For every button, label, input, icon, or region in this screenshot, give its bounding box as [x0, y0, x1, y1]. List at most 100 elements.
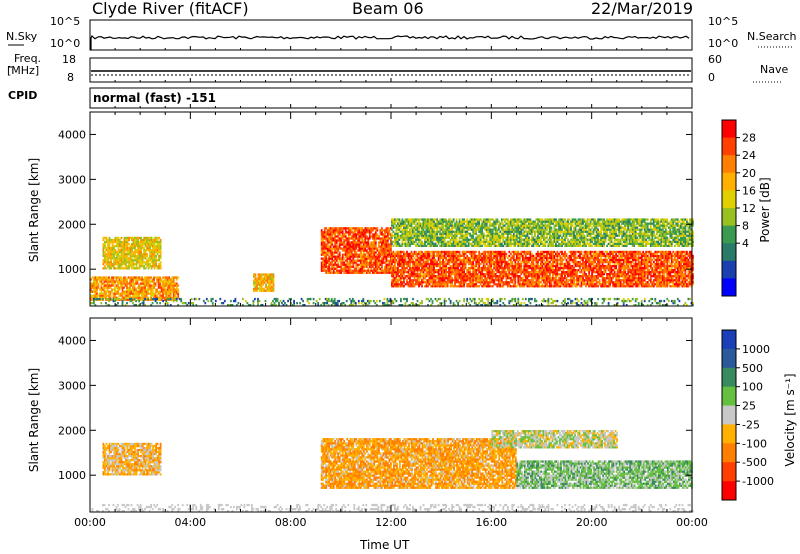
power-cell	[437, 271, 440, 274]
power-cell	[488, 279, 491, 282]
power-cell	[379, 239, 382, 242]
power-cell	[382, 239, 385, 242]
power-cell	[457, 285, 459, 288]
power-cell	[153, 280, 155, 283]
power-cell	[146, 246, 148, 250]
power-cell	[147, 288, 149, 291]
power-cell	[145, 292, 148, 295]
power-cell	[481, 271, 484, 274]
power-cell	[370, 247, 373, 250]
power-cell	[573, 266, 575, 270]
power-cell	[479, 252, 482, 256]
power-cell	[253, 289, 255, 292]
power-cell	[615, 264, 617, 268]
power-cell	[627, 264, 630, 268]
power-cell	[394, 281, 396, 284]
power-cell	[365, 237, 368, 240]
power-cell	[524, 283, 527, 286]
power-cell	[328, 239, 331, 242]
power-cell	[331, 251, 334, 254]
power-cell	[103, 280, 106, 283]
power-cell	[555, 277, 557, 280]
power-cell	[538, 283, 541, 286]
power-cell	[334, 229, 337, 232]
power-cell	[421, 252, 423, 256]
power-cell	[586, 281, 589, 284]
power-cell	[445, 281, 447, 284]
power-cell	[332, 229, 335, 232]
power-cell	[413, 283, 416, 286]
power-cell	[355, 235, 358, 238]
power-cell	[524, 250, 527, 254]
power-cell	[122, 251, 124, 254]
power-cell	[331, 261, 334, 264]
power-cell	[428, 279, 431, 282]
power-cell	[141, 288, 143, 291]
power-cell	[337, 229, 340, 232]
power-cell	[413, 273, 416, 276]
power-cell	[100, 296, 103, 299]
power-cell	[323, 229, 326, 232]
power-cell	[490, 254, 493, 258]
power-cell	[143, 261, 145, 264]
power-cell	[460, 275, 462, 278]
power-cell	[475, 254, 478, 258]
power-cell	[123, 276, 125, 279]
power-cell	[358, 231, 361, 234]
power-cell	[443, 275, 446, 278]
power-cell	[132, 288, 134, 291]
power-cell	[108, 261, 111, 264]
power-cell	[381, 265, 383, 268]
power-cell	[384, 249, 386, 252]
power-cell	[403, 285, 405, 288]
power-cell	[418, 285, 420, 288]
power-cell	[464, 279, 467, 282]
power-cell	[436, 275, 438, 278]
power-cell	[341, 235, 344, 238]
power-cell	[561, 250, 563, 254]
power-cell	[111, 257, 114, 260]
power-cell	[373, 227, 376, 230]
power-cell	[128, 257, 130, 260]
power-cell	[94, 288, 97, 291]
power-cell	[150, 242, 153, 246]
power-cell	[141, 286, 143, 289]
power-cell	[373, 235, 376, 238]
power-cell	[646, 250, 649, 254]
power-cell	[337, 261, 340, 264]
power-cell	[412, 271, 414, 274]
power-cell	[115, 290, 118, 293]
power-cell	[445, 262, 447, 266]
power-cell	[117, 261, 120, 264]
power-cell	[332, 245, 335, 248]
power-cell	[387, 231, 389, 234]
power-cell	[524, 281, 527, 284]
power-cell	[346, 239, 349, 242]
power-cell	[259, 281, 261, 284]
power-cell	[455, 273, 458, 276]
power-cell	[355, 237, 358, 240]
power-cell	[384, 257, 386, 260]
power-cell	[137, 244, 139, 248]
power-cell	[503, 256, 506, 260]
power-cell	[112, 280, 115, 283]
power-cell	[388, 251, 391, 254]
power-cell	[96, 296, 98, 299]
power-cell	[634, 260, 637, 264]
power-cell	[133, 288, 136, 291]
power-cell	[586, 252, 589, 256]
power-cell	[388, 261, 391, 264]
power-cell	[150, 290, 152, 293]
power-cell	[147, 265, 150, 268]
power-cell	[159, 238, 162, 242]
power-cell	[421, 279, 423, 282]
power-cell	[491, 275, 494, 278]
power-cell	[100, 278, 103, 281]
power-cell	[443, 250, 446, 254]
power-cell	[135, 280, 137, 283]
power-cell	[117, 257, 120, 260]
power-cell	[395, 269, 398, 272]
power-cell	[146, 255, 148, 258]
power-cell	[108, 244, 111, 248]
power-cell	[378, 241, 380, 244]
